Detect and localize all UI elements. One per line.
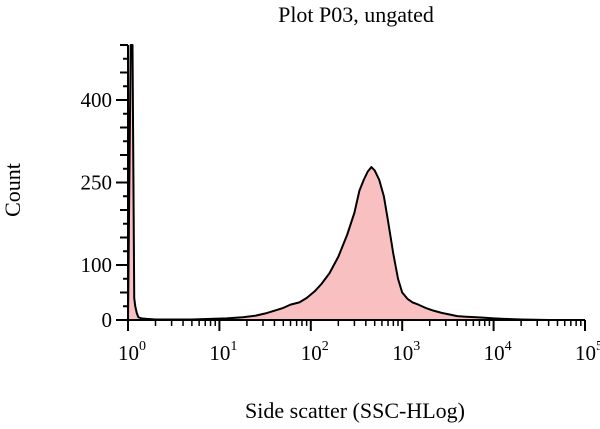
plot-area [127, 44, 585, 321]
y-tick-label: 100 [81, 253, 113, 277]
x-tick-label: 100 [118, 339, 146, 365]
y-tick-label: 0 [102, 308, 113, 332]
x-axis-label: Side scatter (SSC-HLog) [245, 398, 465, 423]
x-tick-label: 105 [575, 339, 600, 365]
x-axis: 100 101 102 103 104 105 [118, 320, 600, 365]
x-tick-label: 102 [301, 339, 329, 365]
chart-title: Plot P03, ungated [278, 2, 434, 27]
y-tick-label: 400 [81, 88, 113, 112]
x-tick-label: 101 [209, 339, 237, 365]
x-tick-label: 104 [484, 339, 512, 365]
y-axis-label: Count [0, 163, 25, 217]
y-axis: 0 100 250 400 [81, 44, 128, 332]
x-tick-label: 103 [392, 339, 420, 365]
y-tick-label: 250 [81, 171, 113, 195]
histogram-fill [128, 45, 585, 320]
